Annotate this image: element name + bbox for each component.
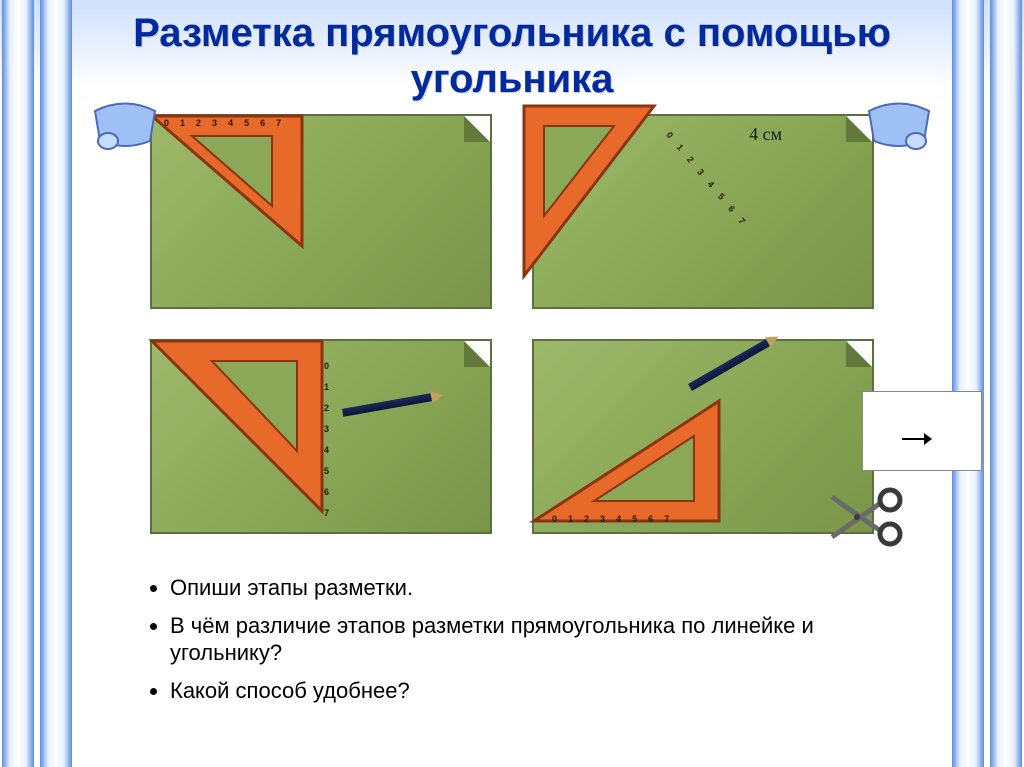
set-square-icon [504, 96, 674, 296]
paper-fold-icon [464, 116, 490, 142]
paper-fold-icon [846, 341, 872, 367]
ruler-scale: 01234567 [164, 118, 281, 128]
measurement-label: 4 см [749, 124, 782, 145]
ruler-scale: 01234567 [324, 361, 329, 518]
panel-4: 01234567 [532, 339, 874, 534]
set-square-icon [142, 106, 362, 256]
set-square-icon [142, 331, 352, 531]
list-item: Опиши этапы разметки. [170, 574, 914, 602]
scissors-icon [822, 482, 912, 552]
diagram-panels: 01234567 01234567 4 см 012 [90, 114, 934, 534]
page-title: Разметка прямоугольника с помощью угольн… [90, 0, 934, 102]
bullet-list: Опиши этапы разметки. В чём различие эта… [90, 574, 934, 704]
panel-1: 01234567 [150, 114, 492, 309]
scroll-decoration-right [864, 96, 934, 156]
arrow-right-icon [902, 431, 932, 447]
panel-2: 01234567 4 см [532, 114, 874, 309]
panel-3: 01234567 [150, 339, 492, 534]
slide-content: Разметка прямоугольника с помощью угольн… [90, 0, 934, 767]
list-item: Какой способ удобнее? [170, 677, 914, 705]
scroll-decoration-left [90, 96, 160, 156]
ruler-scale: 01234567 [552, 514, 669, 524]
paper-fold-icon [464, 341, 490, 367]
list-item: В чём различие этапов разметки прямоугол… [170, 612, 914, 667]
